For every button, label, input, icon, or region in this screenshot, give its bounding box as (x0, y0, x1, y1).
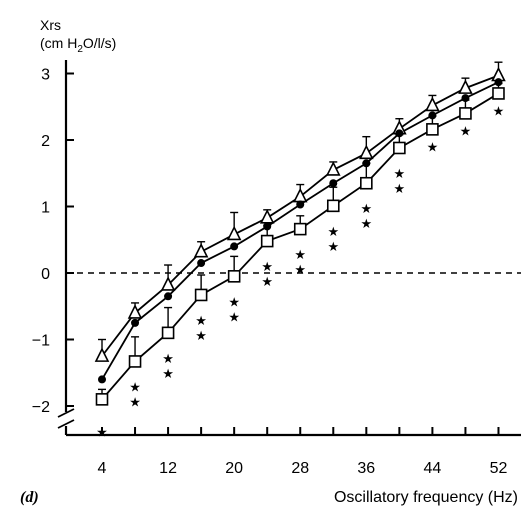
significance-star: ★ (360, 201, 372, 216)
point-square (459, 107, 472, 120)
point-circle (131, 318, 140, 327)
y-tick-label: 3 (41, 67, 50, 84)
significance-star: ★ (96, 424, 108, 439)
point-triangle (226, 225, 242, 241)
x-tick-label: 4 (98, 460, 107, 477)
significance-star: ★ (360, 216, 372, 231)
significance-star: ★ (327, 224, 339, 239)
point-square (161, 326, 175, 340)
significance-star: ★ (294, 247, 306, 262)
y-tick-label: 0 (41, 266, 50, 283)
point-square (360, 176, 373, 190)
point-square (95, 393, 109, 406)
point-triangle (292, 187, 308, 203)
y-axis-break-mark (57, 408, 75, 418)
x-axis-title: Oscillatory frequency (Hz) (334, 489, 518, 506)
significance-star: ★ (195, 313, 207, 328)
x-tick-label: 52 (490, 460, 508, 477)
point-circle (362, 159, 371, 168)
point-circle (494, 78, 503, 87)
significance-star: ★ (460, 123, 472, 138)
point-square (227, 270, 241, 283)
significance-star: ★ (493, 103, 505, 118)
significance-star: ★ (327, 239, 339, 254)
point-triangle (160, 276, 176, 291)
point-triangle (325, 161, 341, 176)
x-tick-label: 44 (424, 460, 442, 477)
point-circle (230, 242, 239, 251)
plot-area: ★★★★★★★★★★★★★★★★★★★★★★ (94, 61, 506, 439)
significance-star: ★ (195, 328, 207, 343)
point-square (194, 288, 208, 302)
point-circle (263, 222, 272, 231)
significance-star: ★ (129, 379, 141, 394)
y-axis-title-line1: Xrs (40, 17, 61, 33)
point-square (426, 123, 439, 136)
x-tick-label: 20 (225, 460, 243, 477)
point-circle (461, 94, 470, 103)
point-circle (197, 259, 206, 268)
point-square (326, 199, 340, 213)
significance-star: ★ (427, 139, 439, 154)
point-triangle (425, 96, 440, 112)
point-triangle (259, 209, 275, 224)
significance-star: ★ (228, 309, 240, 324)
x-tick-label: 28 (291, 460, 309, 477)
significance-star: ★ (129, 394, 141, 409)
y-axis-break-mark (57, 419, 75, 429)
point-square (128, 355, 142, 368)
significance-star: ★ (162, 366, 174, 381)
point-square (393, 141, 406, 155)
significance-star: ★ (261, 274, 273, 289)
point-square (293, 222, 307, 236)
y-axis-title-line2: (cm H2O/l/s) (40, 35, 116, 55)
x-tick-label: 36 (357, 460, 375, 477)
significance-star: ★ (394, 166, 406, 181)
point-square (492, 87, 505, 100)
point-triangle (458, 79, 473, 94)
point-circle (395, 129, 404, 138)
significance-star: ★ (294, 262, 306, 277)
y-tick-label: 1 (41, 200, 50, 217)
point-triangle (94, 347, 110, 362)
y-tick-label: −2 (32, 399, 50, 416)
significance-star: ★ (228, 294, 240, 309)
point-circle (329, 179, 338, 188)
point-triangle (193, 242, 209, 258)
point-circle (98, 375, 106, 384)
point-triangle (359, 144, 374, 160)
significance-star: ★ (162, 351, 174, 366)
significance-star: ★ (394, 181, 406, 196)
panel-label: (d) (20, 489, 39, 506)
y-tick-label: 2 (41, 133, 50, 150)
point-circle (428, 111, 437, 120)
point-circle (296, 200, 305, 209)
point-triangle (127, 304, 143, 319)
point-square (260, 234, 274, 248)
point-circle (164, 292, 173, 301)
y-tick-label: −1 (32, 333, 50, 350)
significance-star: ★ (261, 259, 273, 274)
x-tick-label: 12 (159, 460, 177, 477)
